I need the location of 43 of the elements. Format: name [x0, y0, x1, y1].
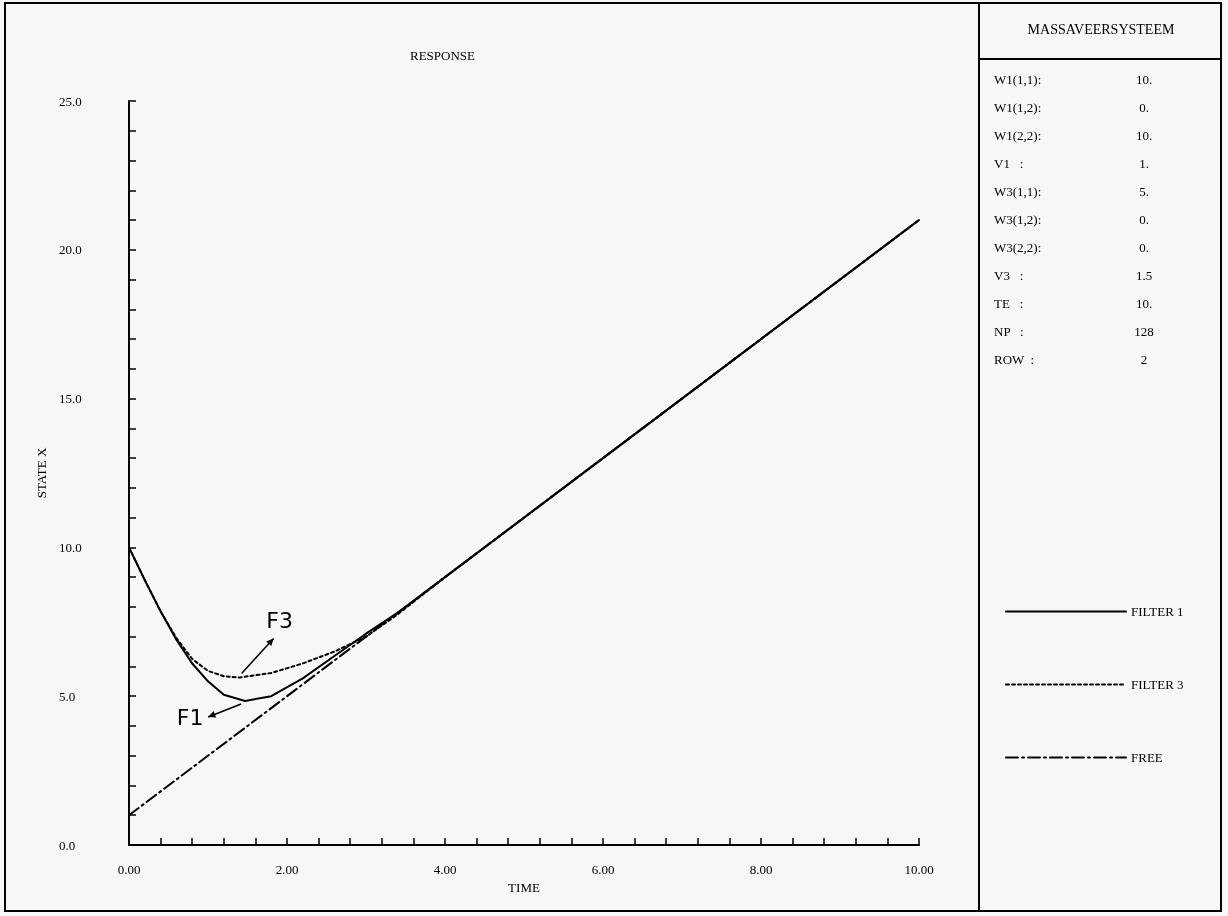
y-tick-label: 15.0: [59, 391, 82, 407]
text: W1(1,1):: [994, 72, 1043, 89]
text: FREE: [1131, 750, 1163, 765]
text: 128: [1133, 324, 1155, 341]
text: 10.: [1134, 128, 1154, 145]
text: W3(1,1):: [994, 184, 1043, 201]
text: 5.: [1138, 184, 1150, 201]
y-axis-title: STATE X: [34, 447, 50, 499]
text: ROW :: [994, 352, 1036, 369]
text: FILTER 3: [1131, 677, 1184, 692]
chart-title: RESPONSE: [410, 48, 476, 63]
text: V1 :: [994, 156, 1025, 173]
y-tick-label: 20.0: [59, 242, 82, 258]
x-tick-label: 2.00: [275, 862, 299, 877]
text: 2: [1139, 352, 1149, 369]
text: W1(1,2):: [994, 100, 1043, 117]
text: 10.: [1134, 296, 1154, 313]
text: FILTER 1: [1131, 604, 1184, 619]
text: TE :: [994, 296, 1025, 313]
x-axis-title: TIME: [508, 879, 540, 895]
y-tick-label: 5.0: [59, 688, 76, 704]
x-tick-label: 0.00: [117, 862, 141, 877]
x-tick-label: 10.00: [904, 862, 934, 877]
x-tick-label: 8.00: [749, 862, 773, 877]
text: 10.: [1134, 72, 1154, 89]
annotation: F3: [266, 608, 293, 634]
text: W3(1,2):: [994, 212, 1043, 229]
text: NP :: [994, 324, 1025, 341]
text: W3(2,2):: [994, 240, 1043, 257]
text: V3 :: [994, 268, 1025, 285]
text: 0.: [1138, 240, 1150, 257]
text: 1.5: [1134, 268, 1154, 285]
x-tick-label: 6.00: [591, 862, 615, 877]
y-tick-label: 10.0: [59, 539, 82, 555]
text: 0.: [1138, 100, 1150, 117]
y-tick-label: 25.0: [59, 93, 82, 109]
text: 1.: [1138, 156, 1150, 173]
text: W1(2,2):: [994, 128, 1043, 145]
x-tick-label: 4.00: [433, 862, 457, 877]
text: MASSAVEERSYSTEEM: [980, 2, 1222, 60]
y-tick-label: 0.0: [59, 837, 76, 853]
text: 0.: [1138, 212, 1150, 229]
annotation: F1: [176, 704, 204, 730]
